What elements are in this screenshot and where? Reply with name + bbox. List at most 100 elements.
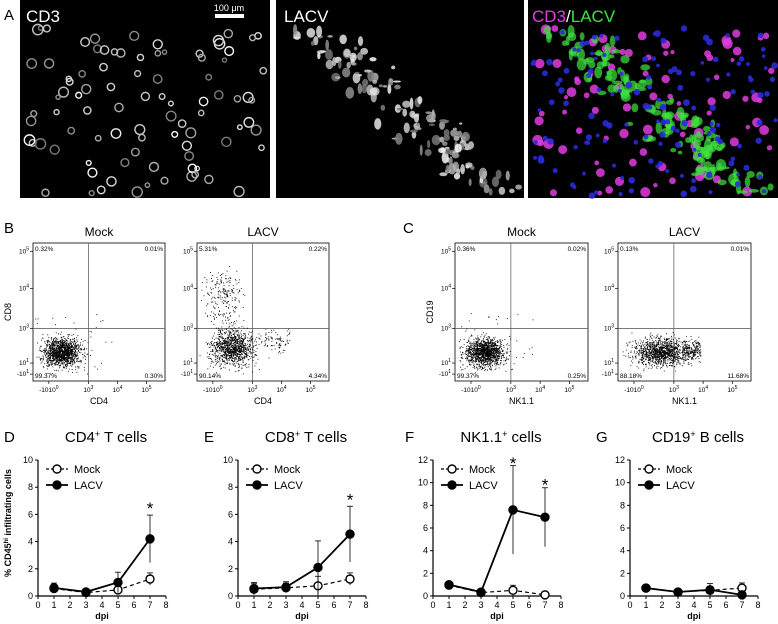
y-tick-label: 10	[615, 478, 625, 488]
flow-title: Mock	[85, 225, 115, 239]
flow-title: LACV	[247, 225, 278, 239]
flow-quadrant-ul: 0.13%	[620, 246, 639, 253]
micrograph-cd3: CD3 100 μm	[20, 0, 270, 198]
legend-marker-mock	[252, 464, 262, 474]
x-tick-label: 8	[755, 600, 760, 610]
series-line-lacv	[253, 533, 351, 590]
legend-marker-lacv	[644, 480, 654, 490]
flow-dots	[622, 332, 702, 372]
panel-letter-f: F	[405, 429, 414, 446]
data-point-lacv	[113, 577, 123, 588]
x-tick-label: 3	[675, 600, 680, 610]
data-point-mock	[540, 590, 550, 600]
flow-x-label: CD4	[254, 396, 272, 406]
x-tick-label: 7	[147, 600, 152, 610]
merge-label-sep: /	[566, 7, 571, 26]
x-tick-label: 5	[707, 600, 712, 610]
y-tick-label: 0	[28, 591, 33, 601]
y-tick-label: 8	[28, 482, 33, 492]
flow-y-label: CD19	[425, 300, 435, 323]
x-tick-label: 2	[67, 600, 72, 610]
flow-quadrant-lr: 0.25%	[568, 373, 587, 380]
x-tick-label: 2	[462, 600, 467, 610]
flow-title: Mock	[507, 225, 537, 239]
y-tick-label: 6	[228, 509, 233, 519]
flow-x-tick-label: 104	[276, 385, 286, 394]
y-tick-label: 2	[28, 564, 33, 574]
merge-label-cd3: CD3	[532, 7, 566, 26]
x-tick-label: 3	[478, 600, 483, 610]
flow-x-tick-label: 103	[83, 385, 93, 394]
flow-frame	[196, 242, 330, 382]
data-point-mock	[145, 574, 155, 584]
flow-x-tick-label: 104	[112, 385, 122, 394]
series-line-lacv	[53, 538, 151, 593]
flow-y-tick-label: 104	[604, 284, 614, 293]
x-tick-label: 1	[446, 600, 451, 610]
x-tick-label: 2	[659, 600, 664, 610]
flow-y-tick-label: -101	[602, 369, 614, 378]
y-tick-label: 8	[620, 500, 625, 510]
y-tick-label: 0	[228, 591, 233, 601]
x-tick-label: 6	[131, 600, 136, 610]
significance-asterisk: *	[347, 490, 354, 509]
flow-quadrant-ur: 0.22%	[309, 246, 328, 253]
chart-title: CD8+ T cells	[265, 429, 347, 446]
flow-x-tick-label: -10100	[39, 385, 59, 394]
chart-title: NK1.1+ cells	[460, 429, 541, 446]
x-tick-label: 7	[542, 600, 547, 610]
data-point-lacv	[705, 585, 715, 595]
flow-y-tick-label: 101	[441, 358, 451, 367]
panel-letter-e: E	[204, 429, 214, 446]
data-point-lacv	[145, 534, 155, 544]
x-tick-label: 2	[267, 600, 272, 610]
legend-marker-mock	[644, 464, 654, 474]
legend-label-mock: Mock	[74, 464, 101, 476]
scale-bar	[215, 14, 244, 18]
x-tick-label: 1	[251, 600, 256, 610]
flow-y-tick-label: 103	[604, 324, 614, 333]
data-point-lacv	[345, 529, 355, 539]
x-tick-label: 5	[510, 600, 515, 610]
y-axis-label-post: infiltrating cells	[3, 469, 13, 538]
significance-asterisk: *	[147, 499, 154, 518]
y-tick-label: 6	[423, 523, 428, 533]
legend-marker-lacv	[447, 480, 457, 490]
flow-title: LACV	[669, 225, 700, 239]
y-tick-label: 2	[228, 564, 233, 574]
flow-y-tick-label: 103	[19, 324, 29, 333]
data-point-lacv	[313, 562, 323, 573]
chart-cd8-t-cells: CD8+ T cells 0 2 4 6 8 10 0 1 2 3 4 5 6 7 8 dpi * Mock LACV	[223, 429, 369, 621]
micrograph-lacv: LACV	[276, 0, 524, 198]
flow-quadrant-ll: 88.18%	[620, 373, 642, 380]
flow-y-tick-label: 103	[183, 324, 193, 333]
significance-asterisk: *	[510, 454, 517, 473]
flow-x-tick-label: 105	[306, 385, 316, 394]
data-point-lacv	[249, 583, 259, 594]
y-axis-label-sup: hi	[4, 538, 10, 544]
series-line-lacv	[448, 508, 546, 594]
significance-asterisk: *	[542, 476, 549, 495]
flow-y-tick-label: -101	[439, 369, 451, 378]
flow-y-tick-label: 101	[604, 358, 614, 367]
flow-y-tick-label: 105	[441, 246, 451, 255]
merge-label-lacv: LACV	[571, 7, 616, 26]
x-tick-label: 5	[115, 600, 120, 610]
panel-letter-d: D	[4, 429, 15, 446]
chart-title: CD19+ B cells	[652, 429, 744, 446]
x-tick-label: 4	[99, 600, 104, 610]
x-axis-label: dpi	[490, 611, 504, 621]
flow-x-tick-label: -10100	[624, 385, 644, 394]
legend-label-mock: Mock	[274, 464, 301, 476]
flow-y-tick-label: 104	[183, 284, 193, 293]
flow-quadrant-lr: 0.30%	[145, 373, 164, 380]
flow-dots	[35, 314, 113, 375]
flow-plot-b-lacv: LACV 5.31% 0.22% 90.14% 4.34% 105 104 103 101 -10…	[181, 225, 330, 406]
y-tick-label: 8	[228, 482, 233, 492]
x-tick-label: 3	[83, 600, 88, 610]
flow-x-tick-label: -10100	[203, 385, 223, 394]
flow-quadrant-ur: 0.02%	[568, 246, 587, 253]
x-tick-label: 7	[347, 600, 352, 610]
flow-y-tick-label: 104	[441, 284, 451, 293]
flow-x-tick-label: 105	[142, 385, 152, 394]
